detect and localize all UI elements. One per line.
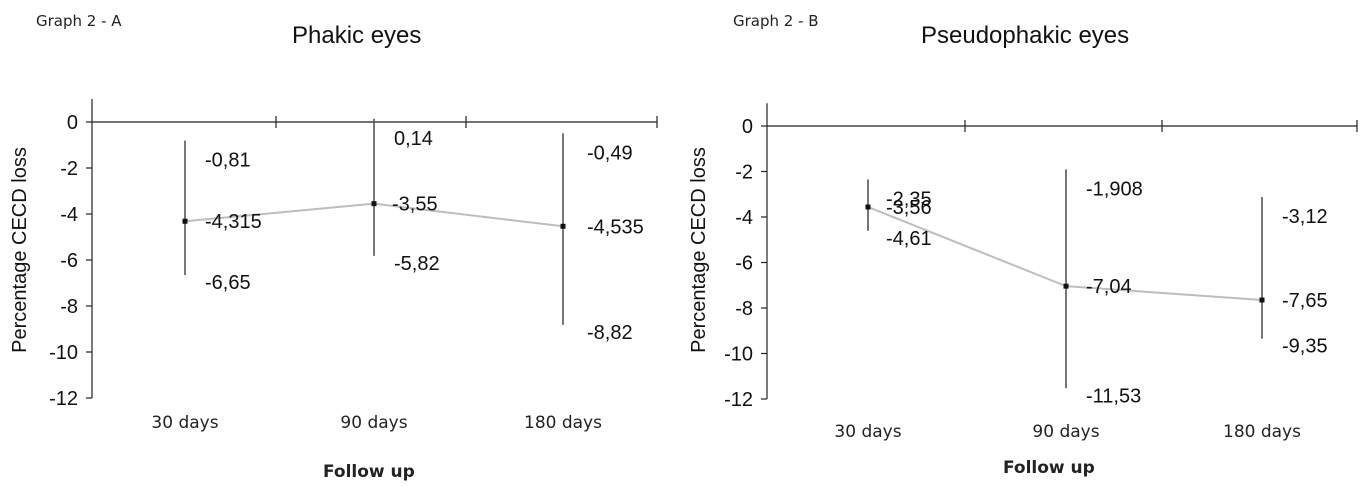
- upper-bound-label: -0,49: [587, 142, 633, 164]
- x-category-label: 180 days: [524, 413, 602, 433]
- upper-bound-label: 0,14: [394, 128, 433, 150]
- x-category-label: 90 days: [1032, 422, 1099, 442]
- data-point: [865, 204, 871, 210]
- y-tick-label: -10: [49, 342, 78, 364]
- chart-plot: 0 -2 -4 -6 -8 -10 -12 Percentage CECD loss 30 da…: [688, 103, 1358, 442]
- chart-plot: 0 -2 -4 -6 -8 -10 -12 Percentage CECD loss 30 da…: [9, 99, 658, 433]
- y-tick-label: -8: [735, 298, 753, 320]
- y-tick-label: -6: [60, 250, 78, 272]
- lower-bound-label: -5,82: [394, 253, 440, 275]
- upper-bound-label: -3,12: [1282, 206, 1328, 228]
- y-tick-label: -6: [735, 253, 753, 275]
- x-category-label: 30 days: [151, 413, 218, 433]
- y-tick-label: -2: [735, 162, 753, 184]
- y-tick-label: -8: [60, 296, 78, 318]
- y-tick-label: -2: [60, 158, 78, 180]
- data-point: [182, 218, 188, 224]
- upper-bound-label: -2,35: [886, 188, 932, 210]
- chart-panel-a: Graph 2 - A Phakic eyes Follow up 0 -2 -4 -…: [9, 12, 658, 482]
- mean-value-label: -4,535: [587, 216, 644, 238]
- lower-bound-label: -8,82: [587, 322, 633, 344]
- mean-value-label: -4,315: [205, 211, 262, 233]
- x-category-label: 90 days: [340, 413, 407, 433]
- mean-value-label: -3,55: [392, 194, 438, 216]
- data-point: [371, 201, 377, 207]
- mean-value-label: -3,56: [886, 197, 932, 219]
- lower-bound-label: -11,53: [1086, 385, 1141, 407]
- panel-label: Graph 2 - B: [733, 12, 819, 30]
- mean-value-label: -7,65: [1282, 290, 1328, 312]
- chart-title: Pseudophakic eyes: [921, 22, 1130, 49]
- upper-bound-label: -0,81: [205, 150, 251, 172]
- x-axis-label: Follow up: [1003, 458, 1095, 478]
- y-tick-label: 0: [742, 116, 753, 138]
- x-axis-label: Follow up: [323, 462, 415, 482]
- chart-title: Phakic eyes: [292, 22, 422, 49]
- panel-label: Graph 2 - A: [36, 12, 122, 30]
- y-tick-label: -12: [724, 389, 753, 411]
- lower-bound-label: -6,65: [205, 272, 251, 294]
- data-point: [1259, 297, 1265, 303]
- y-tick-label: -12: [49, 388, 78, 410]
- y-tick-label: -4: [735, 207, 753, 229]
- mean-value-label: -7,04: [1086, 276, 1132, 298]
- upper-bound-label: -1,908: [1086, 178, 1143, 200]
- y-axis-label: Percentage CECD loss: [688, 147, 710, 353]
- lower-bound-label: -9,35: [1282, 336, 1328, 358]
- data-point: [560, 223, 566, 229]
- data-point: [1063, 283, 1069, 289]
- y-axis-label: Percentage CECD loss: [9, 147, 31, 353]
- x-category-label: 30 days: [834, 422, 901, 442]
- y-tick-label: 0: [67, 112, 78, 134]
- y-tick-label: -10: [724, 344, 753, 366]
- x-category-label: 180 days: [1223, 422, 1301, 442]
- chart-panel-b: Graph 2 - B Pseudophakic eyes Follow up …: [685, 0, 1370, 486]
- y-tick-label: -4: [60, 204, 78, 226]
- lower-bound-label: -4,61: [886, 228, 932, 250]
